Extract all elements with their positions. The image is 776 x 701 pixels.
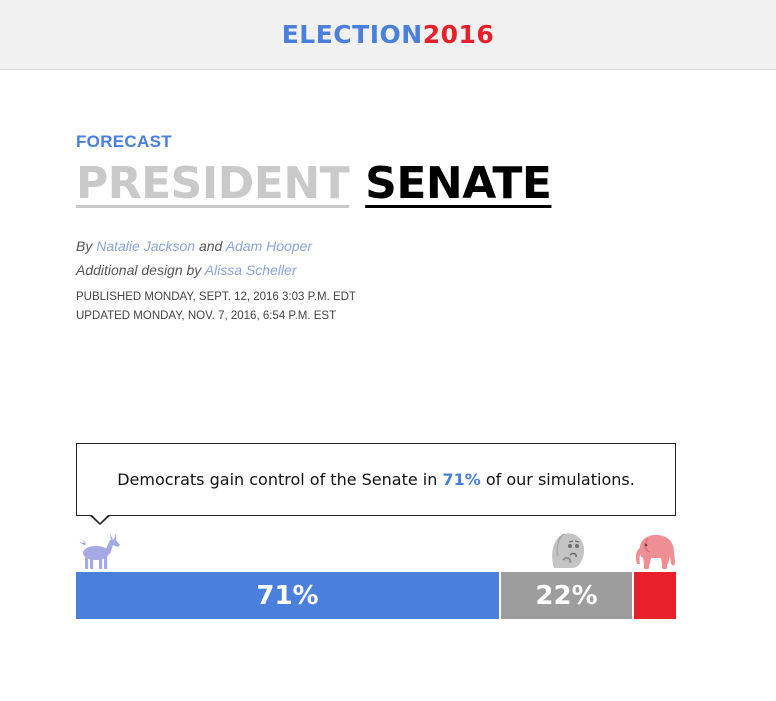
author-link-natalie-jackson[interactable]: Natalie Jackson: [96, 238, 196, 254]
site-header: ELECTION2016: [0, 0, 776, 70]
callout-text-after: of our simulations.: [485, 470, 635, 489]
dates: PUBLISHED MONDAY, SEPT. 12, 2016 3:03 P.…: [76, 288, 356, 326]
donkey-icon: [79, 533, 120, 569]
election-2016-logo[interactable]: ELECTION2016: [282, 20, 495, 49]
published-date: PUBLISHED MONDAY, SEPT. 12, 2016 3:03 P.…: [76, 291, 356, 303]
tossup-icon: [552, 533, 585, 568]
dem-percentage: 71%: [256, 580, 319, 611]
design-credit-label: Additional design by: [76, 262, 202, 278]
forecast-callout: Democrats gain control of the Senate in …: [76, 443, 676, 516]
dem-segment: 71%: [76, 572, 499, 619]
rep-segment: [634, 572, 676, 619]
updated-date: UPDATED MONDAY, NOV. 7, 2016, 6:54 P.M. …: [76, 310, 337, 322]
byline-by: By: [76, 238, 93, 254]
callout-percentage: 71%: [442, 470, 481, 489]
logo-election: ELECTION: [281, 20, 423, 49]
tossup-percentage: 22%: [535, 580, 598, 611]
tab-senate[interactable]: SENATE: [365, 158, 552, 209]
forecast-bar: 71% 22%: [76, 572, 676, 619]
logo-year: 2016: [422, 20, 495, 49]
author-link-adam-hooper[interactable]: Adam Hooper: [225, 238, 313, 254]
byline-and: and: [198, 238, 223, 254]
tab-president[interactable]: PRESIDENT: [76, 158, 350, 209]
byline: By Natalie Jackson and Adam Hooper Addit…: [76, 234, 312, 282]
forecast-kicker: FORECAST: [76, 132, 172, 151]
callout-pointer-fill: [91, 514, 109, 523]
race-tabs: PRESIDENT SENATE: [76, 158, 552, 210]
designer-link-alissa-scheller[interactable]: Alissa Scheller: [204, 262, 297, 278]
callout-text-before: Democrats gain control of the Senate in: [117, 470, 438, 489]
elephant-icon: [636, 534, 675, 569]
tossup-segment: 22%: [501, 572, 632, 619]
